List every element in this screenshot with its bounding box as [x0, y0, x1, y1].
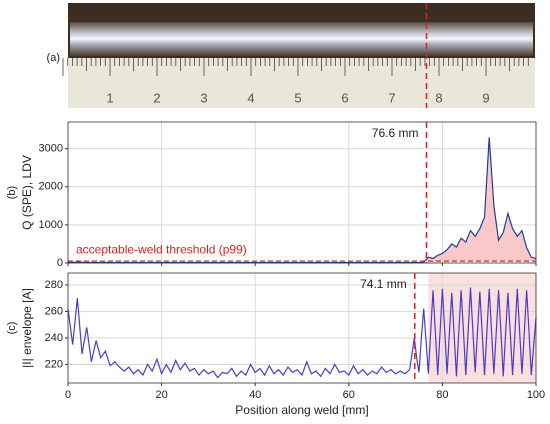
x-tick-label: 0 — [65, 389, 71, 401]
ruler-label: 5 — [294, 90, 301, 105]
y-tick-label: 240 — [45, 332, 63, 344]
ruler-label: 1 — [106, 90, 113, 105]
ruler-label: 7 — [388, 90, 395, 105]
data-line — [67, 287, 537, 379]
y-tick-label: 220 — [45, 358, 63, 370]
ruler-label: 6 — [341, 90, 348, 105]
y-tick-label: 0 — [57, 257, 63, 269]
x-tick-label: 20 — [155, 389, 167, 401]
panel-label: (c) — [6, 322, 18, 335]
y-axis-label: |I| envelope [A] — [20, 288, 34, 368]
y-tick-label: 1000 — [39, 219, 63, 231]
y-tick-label: 280 — [45, 279, 63, 291]
ruler-label: 8 — [435, 90, 442, 105]
ruler — [68, 58, 535, 108]
ruler-label: 2 — [153, 90, 160, 105]
weld-bead — [70, 22, 533, 56]
x-axis-label: Position along weld [mm] — [235, 403, 368, 417]
photo: 1 2 3 4 5 6 7 8 9 (a) — [47, 3, 535, 108]
data-line — [67, 137, 537, 264]
ruler-label: 3 — [200, 90, 207, 105]
threshold-label: acceptable-weld threshold (p99) — [76, 242, 247, 256]
marker-label: 74.1 mm — [360, 277, 407, 291]
panel-label: (a) — [47, 52, 60, 64]
panel-label: (b) — [6, 186, 18, 199]
marker-label: 76.6 mm — [372, 126, 419, 140]
ruler-label: 4 — [247, 90, 254, 105]
y-tick-label: 260 — [45, 305, 63, 317]
y-tick-label: 2000 — [39, 181, 63, 193]
y-axis-label: Q (SPE), LDV — [20, 155, 34, 230]
ruler-label: 9 — [482, 90, 489, 105]
x-tick-label: 100 — [527, 389, 545, 401]
plot-frame — [67, 121, 537, 264]
x-tick-label: 40 — [249, 389, 261, 401]
ruler-ticks: 1 2 3 4 5 6 7 8 9 — [62, 58, 529, 105]
y-tick-label: 3000 — [39, 143, 63, 155]
x-tick-label: 60 — [343, 389, 355, 401]
x-tick-label: 80 — [436, 389, 448, 401]
plot-frame — [67, 272, 537, 384]
shaded-area — [426, 137, 536, 262]
